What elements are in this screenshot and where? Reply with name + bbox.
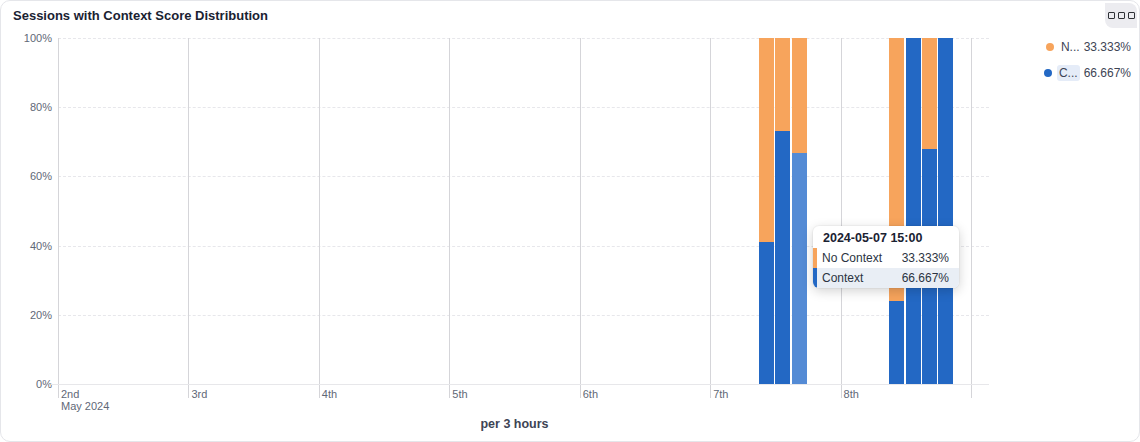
gridline-vertical [841,38,842,398]
gridline-horizontal [58,107,989,108]
legend-value: 33.333% [1084,40,1131,54]
tooltip-series-marker [813,248,817,268]
x-axis-tick-label: 8th [844,388,859,400]
gridline-vertical [710,38,711,398]
gridline-horizontal [58,176,989,177]
legend-item-context[interactable]: C... 66.667% [1044,60,1131,86]
x-axis-tick-label: 3rd [191,388,207,400]
y-axis-tick-label: 60% [10,170,52,182]
square-glyph [1108,12,1115,19]
bar-segment-no-context[interactable] [922,38,937,149]
chart-legend: N... 33.333% C... 66.667% [1044,34,1131,86]
tooltip-row-context: Context 66.667% [813,268,959,288]
gridline-vertical [188,38,189,398]
gridline-vertical [580,38,581,398]
gridline-vertical [58,38,59,398]
x-axis-month-label: May 2024 [61,400,109,412]
tooltip-value: 66.667% [902,271,949,285]
gridline-vertical [319,38,320,398]
legend-value: 66.667% [1084,66,1131,80]
bar-segment-context[interactable] [906,38,921,384]
tooltip-header: 2024-05-07 15:00 [813,226,959,248]
bar-segment-no-context[interactable] [792,38,807,153]
gridline-horizontal [58,315,989,316]
y-axis-tick-label: 20% [10,309,52,321]
gridline-vertical [971,38,972,398]
tooltip-series-marker [813,268,817,288]
bar-segment-context[interactable] [775,131,790,384]
tooltip-label: No Context [822,251,882,265]
x-axis-tick-label: 6th [583,388,598,400]
x-axis-title: per 3 hours [58,417,971,431]
chart-card: Sessions with Context Score Distribution… [0,0,1140,442]
tooltip-value: 33.333% [902,251,949,265]
y-axis-tick-label: 100% [10,32,52,44]
bar-segment-context[interactable] [759,242,774,384]
tooltip-row-no-context: No Context 33.333% [813,248,959,268]
bar-segment-context[interactable] [889,301,904,384]
gridline-vertical [449,38,450,398]
bar-segment-no-context[interactable] [775,38,790,131]
legend-label: C... [1057,65,1080,81]
legend-label: N... [1061,40,1080,54]
y-axis-tick-label: 80% [10,101,52,113]
bar-segment-context[interactable] [792,153,807,384]
grid-handle-icon[interactable] [1105,3,1137,28]
tooltip-label: Context [822,271,863,285]
gridline-horizontal [58,38,989,39]
x-axis-tick-label: 7th [713,388,728,400]
x-axis-tick-label: 5th [452,388,467,400]
legend-dot-context [1044,69,1052,77]
x-axis-tick-label: 4th [322,388,337,400]
x-axis-tick-label: 2nd [61,388,79,400]
sessions-context-chart: 0% 20% 40% 60% 80% 100% 2ndMay 2024 3rd 4th 5th 6t… [1,1,1001,421]
y-axis-tick-label: 0% [10,378,52,390]
square-glyph [1128,12,1135,19]
bar-segment-no-context[interactable] [759,38,774,242]
legend-item-no-context[interactable]: N... 33.333% [1044,34,1131,60]
y-axis-tick-label: 40% [10,240,52,252]
x-axis-line [51,384,989,385]
bar-segment-context[interactable] [938,38,953,384]
chart-tooltip: 2024-05-07 15:00 No Context 33.333% Cont… [813,226,959,288]
square-glyph [1118,12,1125,19]
legend-dot-no-context [1046,43,1054,51]
